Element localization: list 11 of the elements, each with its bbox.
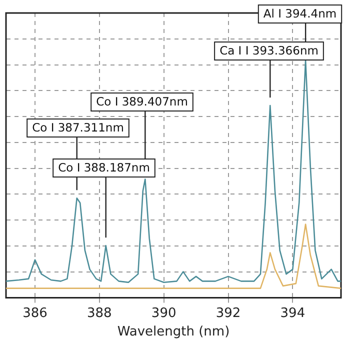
annotation: Co I 387.311nm [32, 120, 124, 134]
annotation: Co I 389.407nm [96, 94, 188, 108]
x-tick-label: 392 [216, 306, 241, 321]
x-tick-label: 390 [151, 306, 176, 321]
annotation: Ca I I 393.366nm [220, 43, 318, 58]
x-tick-label: 386 [22, 306, 48, 321]
x-axis-title: Wavelength (nm) [117, 324, 230, 340]
annotation: Al I 394.4nm [263, 6, 337, 20]
annotation: Co I 388.187nm [58, 160, 150, 174]
x-tick-label: 394 [280, 306, 306, 321]
x-tick-label: 388 [87, 306, 112, 321]
